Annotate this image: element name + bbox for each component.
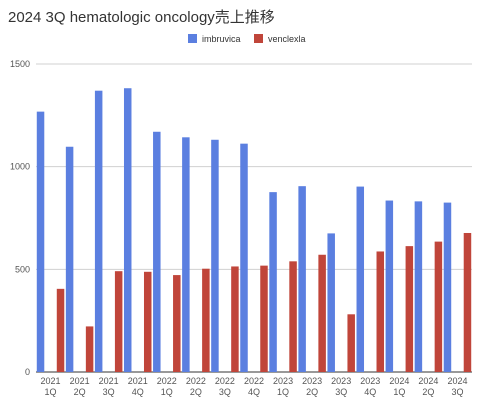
bar-imbruvica	[414, 201, 423, 372]
x-tick-label-year: 2021	[70, 376, 90, 386]
x-tick-label-quarter: 3Q	[451, 387, 463, 397]
x-tick-label-year: 2022	[157, 376, 177, 386]
x-tick-label-quarter: 3Q	[335, 387, 347, 397]
bar-imbruvica	[182, 137, 190, 372]
x-tick-label-quarter: 4Q	[132, 387, 144, 397]
legend-swatch	[188, 34, 197, 43]
x-tick-label-quarter: 4Q	[248, 387, 260, 397]
legend-swatch	[254, 34, 263, 43]
bar-imbruvica	[298, 186, 306, 372]
bar-venclexla	[173, 275, 181, 372]
bar-venclexla	[289, 261, 297, 372]
x-tick-label-year: 2021	[41, 376, 61, 386]
bar-imbruvica	[36, 111, 45, 373]
x-tick-label-quarter: 2Q	[74, 387, 86, 397]
y-tick-label: 1000	[10, 162, 30, 172]
x-tick-label-quarter: 2Q	[306, 387, 318, 397]
bar-imbruvica	[65, 146, 74, 372]
legend-label: imbruvica	[202, 34, 241, 44]
x-tick-label-quarter: 4Q	[364, 387, 376, 397]
bar-imbruvica	[356, 186, 365, 372]
x-tick-label-year: 2021	[128, 376, 148, 386]
x-tick-label-quarter: 3Q	[103, 387, 115, 397]
bar-venclexla	[114, 271, 123, 372]
x-tick-label-year: 2022	[244, 376, 264, 386]
bar-imbruvica	[211, 139, 219, 372]
bar-imbruvica	[123, 88, 132, 372]
x-tick-label-quarter: 1Q	[161, 387, 173, 397]
x-tick-label-quarter: 3Q	[219, 387, 231, 397]
bar-venclexla	[56, 288, 65, 372]
x-tick-label-year: 2023	[302, 376, 322, 386]
bar-venclexla	[143, 271, 152, 372]
bar-venclexla	[318, 254, 326, 372]
x-tick-label-quarter: 2Q	[190, 387, 202, 397]
bar-imbruvica	[153, 131, 161, 372]
x-tick-label-year: 2023	[273, 376, 293, 386]
bar-imbruvica	[269, 192, 277, 372]
x-tick-label-year: 2024	[447, 376, 467, 386]
bar-venclexla	[434, 241, 443, 372]
bar-imbruvica	[443, 202, 452, 372]
y-tick-label: 1500	[10, 59, 30, 69]
bar-venclexla	[463, 232, 472, 372]
chart-title: 2024 3Q hematologic oncology売上推移	[8, 9, 275, 26]
y-tick-label: 500	[15, 264, 30, 274]
x-tick-label-year: 2021	[99, 376, 119, 386]
x-tick-label-quarter: 1Q	[277, 387, 289, 397]
x-tick-label-year: 2022	[215, 376, 235, 386]
x-tick-label-year: 2024	[389, 376, 409, 386]
x-tick-label-quarter: 1Q	[393, 387, 405, 397]
bar-imbruvica	[327, 233, 335, 372]
bar-venclexla	[376, 251, 385, 372]
x-tick-label-year: 2024	[418, 376, 438, 386]
bar-imbruvica	[94, 90, 103, 373]
y-tick-label: 0	[25, 367, 30, 377]
bar-imbruvica	[240, 143, 248, 372]
x-tick-label-year: 2023	[360, 376, 380, 386]
x-tick-label-quarter: 1Q	[45, 387, 57, 397]
bar-venclexla	[260, 265, 268, 372]
bar-venclexla	[347, 314, 355, 372]
x-tick-label-year: 2022	[186, 376, 206, 386]
x-tick-label-year: 2023	[331, 376, 351, 386]
x-tick-label-quarter: 2Q	[422, 387, 434, 397]
bar-imbruvica	[385, 200, 394, 372]
bar-venclexla	[231, 266, 239, 372]
legend-label: venclexla	[268, 34, 306, 44]
bar-venclexla	[85, 326, 94, 372]
bar-venclexla	[405, 246, 414, 372]
bar-venclexla	[202, 268, 210, 372]
